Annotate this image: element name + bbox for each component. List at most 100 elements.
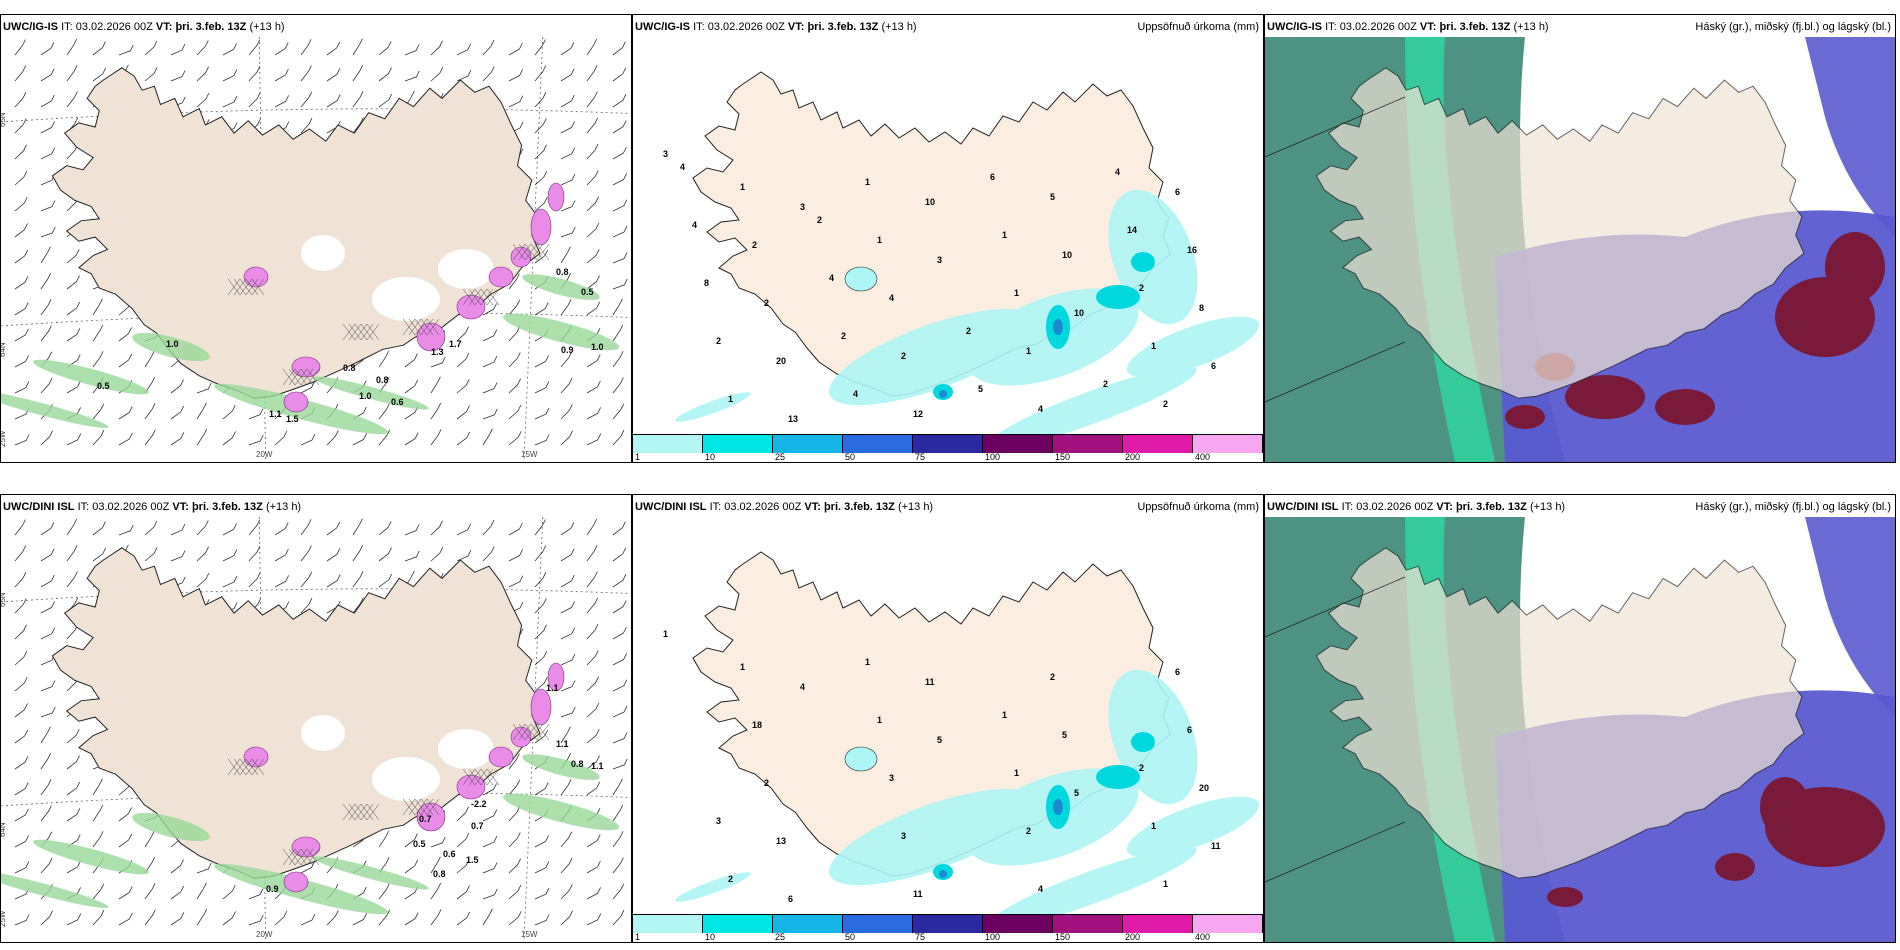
wind-barb: [196, 546, 209, 562]
wind-barb: [482, 888, 498, 900]
wind-barb: [456, 859, 470, 874]
wind-barb: [430, 909, 442, 926]
hatch-line: [402, 318, 416, 336]
wind-barb: [586, 196, 599, 212]
wind-barb: [612, 705, 628, 718]
wind-barb: [66, 808, 81, 822]
convective-cell: [547, 182, 565, 212]
wind-barb: [404, 353, 418, 368]
hatch-line: [474, 288, 488, 306]
it-label: IT:: [77, 501, 90, 513]
precip-value-label: 1: [865, 177, 870, 187]
colorbar-swatch: [1123, 435, 1193, 453]
hatch-line: [227, 758, 241, 776]
colorbar-tick-label: 400: [1195, 932, 1211, 942]
wind-value-labels: 1.10.81.11.10.90.80.61.50.8-2.20.70.70.5: [61, 683, 604, 942]
lake-precip: [844, 746, 878, 772]
wind-value-label: 1.7: [449, 339, 462, 349]
wind-barb: [248, 545, 261, 562]
wind-barb: [274, 575, 289, 588]
precip-value-label: 4: [800, 682, 805, 692]
hatch-line: [233, 758, 247, 776]
wind-barb: [118, 432, 133, 446]
wind-barb: [170, 912, 185, 926]
wind-barb: [456, 549, 472, 562]
wind-barb: [40, 857, 53, 874]
wind-barb: [456, 885, 470, 900]
wind-barb: [66, 755, 80, 770]
wind-barb: [560, 884, 573, 900]
wind-barb: [404, 44, 420, 56]
wind-barb: [144, 40, 158, 56]
precip-value-label: 2: [1103, 379, 1108, 389]
wind-value-label: 0.9: [266, 884, 279, 894]
precip-value-label: 4: [1038, 884, 1043, 894]
precip-value-label: 3: [800, 202, 805, 212]
wind-barb: [14, 328, 29, 342]
colorbar-swatch: [773, 915, 843, 933]
wind-barb: [92, 521, 106, 536]
wind-barb: [14, 519, 26, 536]
wind-barb: [352, 544, 364, 562]
wind-barb: [586, 275, 600, 290]
precip-value-label: 6: [1175, 667, 1180, 677]
hatch-line: [233, 278, 247, 296]
colorbar-swatch: [703, 435, 773, 453]
precip-colorbar: [633, 434, 1263, 453]
wind-barb: [118, 44, 134, 56]
wind-barb: [40, 779, 52, 796]
wind-barb: [14, 756, 29, 770]
vt-value: þri. 3.feb. 13Z: [1439, 21, 1511, 33]
wind-barb: [66, 545, 78, 562]
colorbar-swatch: [773, 435, 843, 453]
colorbar-tick-label: 50: [845, 932, 856, 942]
wind-barb: [196, 520, 209, 536]
wind-barb: [508, 779, 521, 796]
wind-barb: [482, 382, 498, 394]
lat-label: 65N: [1, 112, 7, 127]
wind-barb: [274, 42, 289, 56]
precip-value-label: 1: [740, 182, 745, 192]
green-band: [33, 359, 149, 395]
lat-label: 64N: [1, 822, 7, 837]
wind-barb: [40, 805, 52, 822]
wind-barb: [196, 66, 209, 82]
wind-barb: [586, 518, 598, 536]
wind-barb: [560, 226, 576, 238]
domain-line: [1265, 821, 1406, 883]
wind-barb: [482, 809, 498, 822]
colorbar-tick-label: 10: [705, 452, 716, 462]
it-label: IT:: [1341, 501, 1354, 513]
it-value: 03.02.2026 00Z: [1339, 21, 1417, 33]
wind-barb: [14, 835, 29, 848]
hatch-line: [420, 798, 434, 816]
hatch-line: [536, 243, 550, 261]
wind-barb: [508, 522, 523, 536]
colorbar-tick-label: 10: [705, 932, 716, 942]
wind-barb: [118, 353, 133, 368]
precip-value-label: 2: [764, 298, 769, 308]
wind-barb: [40, 680, 56, 692]
precip-value-label: 18: [752, 720, 762, 730]
wind-barb: [612, 324, 624, 342]
wind-barb: [378, 521, 392, 536]
wind-barb: [586, 887, 601, 900]
hatch-line: [282, 848, 296, 866]
high-combined-area: [1547, 777, 1885, 907]
lead-time: (+13 h): [881, 21, 917, 33]
hatch-line: [426, 798, 440, 816]
wind-value-label: 0.5: [581, 287, 594, 297]
wind-barb: [534, 355, 549, 368]
vt-label: VT:: [155, 21, 173, 33]
precip-value-label: 13: [776, 836, 786, 846]
wind-barb: [352, 571, 364, 588]
wind-barb: [586, 65, 598, 82]
hatch-line: [468, 768, 482, 786]
precip-value-label: 1: [877, 715, 882, 725]
hatch-line: [360, 323, 374, 341]
longitude-line: [258, 517, 266, 942]
wind-barb: [430, 66, 444, 82]
wind-barb: [222, 405, 236, 420]
colorbar-swatch: [1123, 915, 1193, 933]
wind-barb: [196, 862, 212, 874]
